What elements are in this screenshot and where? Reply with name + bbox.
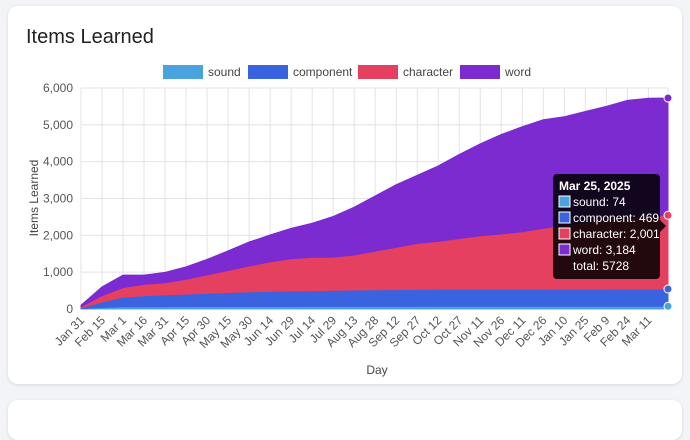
tooltip-line: character: 2,001 [573, 227, 660, 241]
legend-label-component: component [293, 65, 353, 79]
y-tick-label: 2,000 [43, 228, 73, 242]
y-tick-label: 3,000 [43, 192, 73, 206]
legend-swatch-character [358, 65, 398, 79]
tooltip-box [553, 174, 660, 279]
y-tick-label: 0 [66, 302, 73, 316]
y-tick-label: 6,000 [43, 81, 73, 95]
legend-swatch-word [460, 65, 500, 79]
tooltip-caret [660, 220, 666, 232]
y-tick-label: 1,000 [43, 265, 73, 279]
tooltip-swatch [558, 243, 571, 256]
series-marker-character [663, 210, 673, 220]
tooltip-swatch [558, 211, 571, 224]
legend-label-word: word [504, 65, 531, 79]
legend-swatch-component [248, 65, 288, 79]
card-title: Items Learned [26, 26, 154, 48]
tooltip-swatch [558, 227, 571, 240]
tooltip-title: Mar 25, 2025 [559, 179, 631, 193]
series-end-markers [663, 93, 673, 311]
y-tick-label: 4,000 [43, 155, 73, 169]
x-axis-title: Day [366, 363, 387, 377]
tooltip-total: total: 5728 [573, 259, 629, 273]
legend-label-character: character [403, 65, 453, 79]
tooltip-swatch [558, 195, 571, 208]
legend[interactable]: sound component character word [163, 65, 531, 79]
legend-swatch-sound [163, 65, 203, 79]
series-marker-sound [663, 301, 673, 311]
series-marker-word [663, 93, 673, 103]
tooltip-line: sound: 74 [573, 195, 626, 209]
stacked-area-chart[interactable]: 0 1,000 2,000 3,000 4,000 5,000 6,000 Jan 31Fe… [0, 0, 690, 419]
series-marker-component [663, 284, 673, 294]
y-axis-title: Items Learned [27, 160, 41, 237]
y-axis: 0 1,000 2,000 3,000 4,000 5,000 6,000 [43, 81, 73, 316]
tooltip: Mar 25, 2025 sound: 74 component: 469 chara… [553, 174, 666, 279]
series-areas [80, 97, 669, 310]
legend-label-sound: sound [208, 65, 241, 79]
tooltip-line: component: 469 [573, 211, 659, 225]
y-tick-label: 5,000 [43, 118, 73, 132]
tooltip-line: word: 3,184 [572, 243, 636, 257]
